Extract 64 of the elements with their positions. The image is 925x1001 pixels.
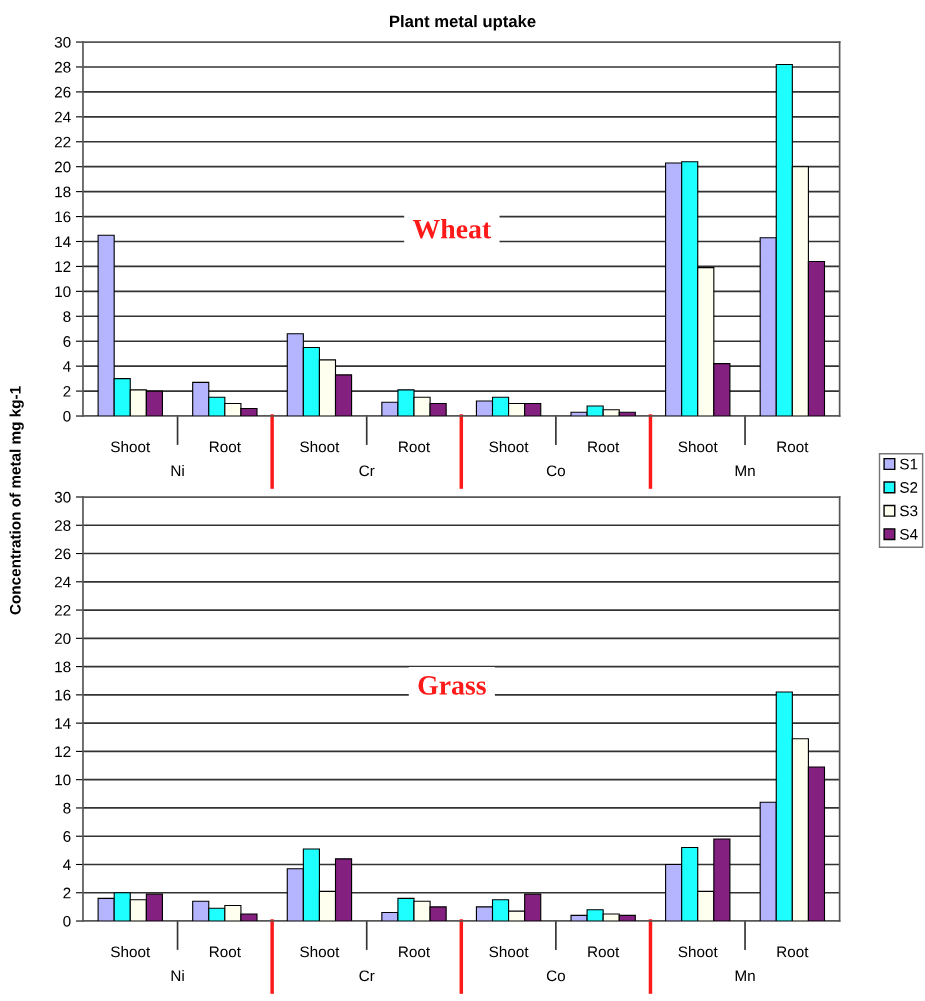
- y-tick-label: 4: [63, 361, 71, 372]
- y-tick-label: 22: [54, 136, 71, 148]
- x-tick-label: Root: [588, 946, 620, 958]
- y-tick-label: 6: [63, 831, 71, 842]
- y-tick-label: 28: [54, 520, 71, 531]
- y-tick-label: 8: [63, 802, 71, 814]
- chart-title: Plant metal uptake: [389, 15, 536, 31]
- y-tick-label: 12: [55, 746, 71, 757]
- x-tick-label: Shoot: [489, 946, 529, 958]
- y-tick-label: 0: [63, 410, 71, 422]
- y-tick-label: 30: [54, 36, 71, 48]
- y-tick-label: 18: [55, 661, 71, 673]
- text: Cr: [359, 465, 375, 477]
- x-tick-label: Root: [209, 946, 241, 958]
- text: Mn: [735, 465, 755, 477]
- y-tick-label: 4: [63, 859, 71, 871]
- y-tick-label: 12: [55, 261, 71, 272]
- y-tick-label: 10: [55, 286, 71, 298]
- x-tick-label: Root: [777, 441, 809, 453]
- text: Mn: [735, 970, 755, 982]
- x-tick-label: Root: [209, 441, 241, 453]
- x-tick-label: Root: [588, 441, 620, 453]
- y-axis-title: Concentration of metal mg kg-1: [9, 386, 24, 615]
- y-tick-label: 16: [55, 689, 71, 701]
- x-tick-label: Root: [777, 946, 809, 958]
- x-tick-label: Root: [399, 946, 431, 958]
- y-tick-label: 20: [54, 161, 71, 173]
- y-tick-label: 16: [55, 211, 71, 223]
- y-tick-label: 30: [54, 491, 71, 503]
- y-tick-label: 6: [63, 336, 71, 347]
- legend-label: S1: [900, 458, 918, 470]
- y-tick-label: 24: [54, 111, 71, 123]
- legend-label: S2: [900, 482, 918, 493]
- legend-label: S4: [900, 528, 918, 540]
- legend-label: S3: [900, 505, 918, 517]
- text: Cr: [359, 970, 375, 982]
- y-tick-label: 22: [54, 604, 71, 616]
- y-tick-label: 0: [63, 915, 71, 927]
- y-tick-label: 24: [54, 576, 71, 588]
- annotation: Wheat: [412, 218, 492, 239]
- x-tick-label: Shoot: [678, 441, 718, 453]
- x-tick-label: Shoot: [300, 946, 340, 958]
- y-tick-label: 28: [54, 61, 71, 73]
- y-tick-label: 18: [55, 186, 71, 198]
- x-tick-label: Shoot: [111, 441, 151, 453]
- text: Ni: [171, 970, 184, 982]
- y-tick-label: 2: [63, 385, 71, 397]
- y-tick-label: 20: [54, 633, 71, 645]
- x-tick-label: Shoot: [300, 441, 340, 453]
- y-tick-label: 14: [55, 718, 71, 729]
- y-tick-label: 10: [55, 774, 71, 786]
- y-tick-label: 26: [54, 86, 71, 98]
- y-tick-label: 26: [54, 548, 71, 560]
- x-tick-label: Shoot: [111, 946, 151, 958]
- y-tick-label: 2: [63, 887, 71, 899]
- text: Ni: [171, 464, 184, 477]
- y-tick-label: 8: [63, 311, 71, 322]
- text: Co: [546, 465, 565, 477]
- y-tick-label: 14: [55, 236, 71, 248]
- x-tick-label: Root: [399, 441, 431, 453]
- x-tick-label: Shoot: [489, 441, 529, 453]
- text: Co: [546, 970, 565, 982]
- x-tick-label: Shoot: [678, 946, 718, 958]
- annotation: Grass: [418, 676, 486, 695]
